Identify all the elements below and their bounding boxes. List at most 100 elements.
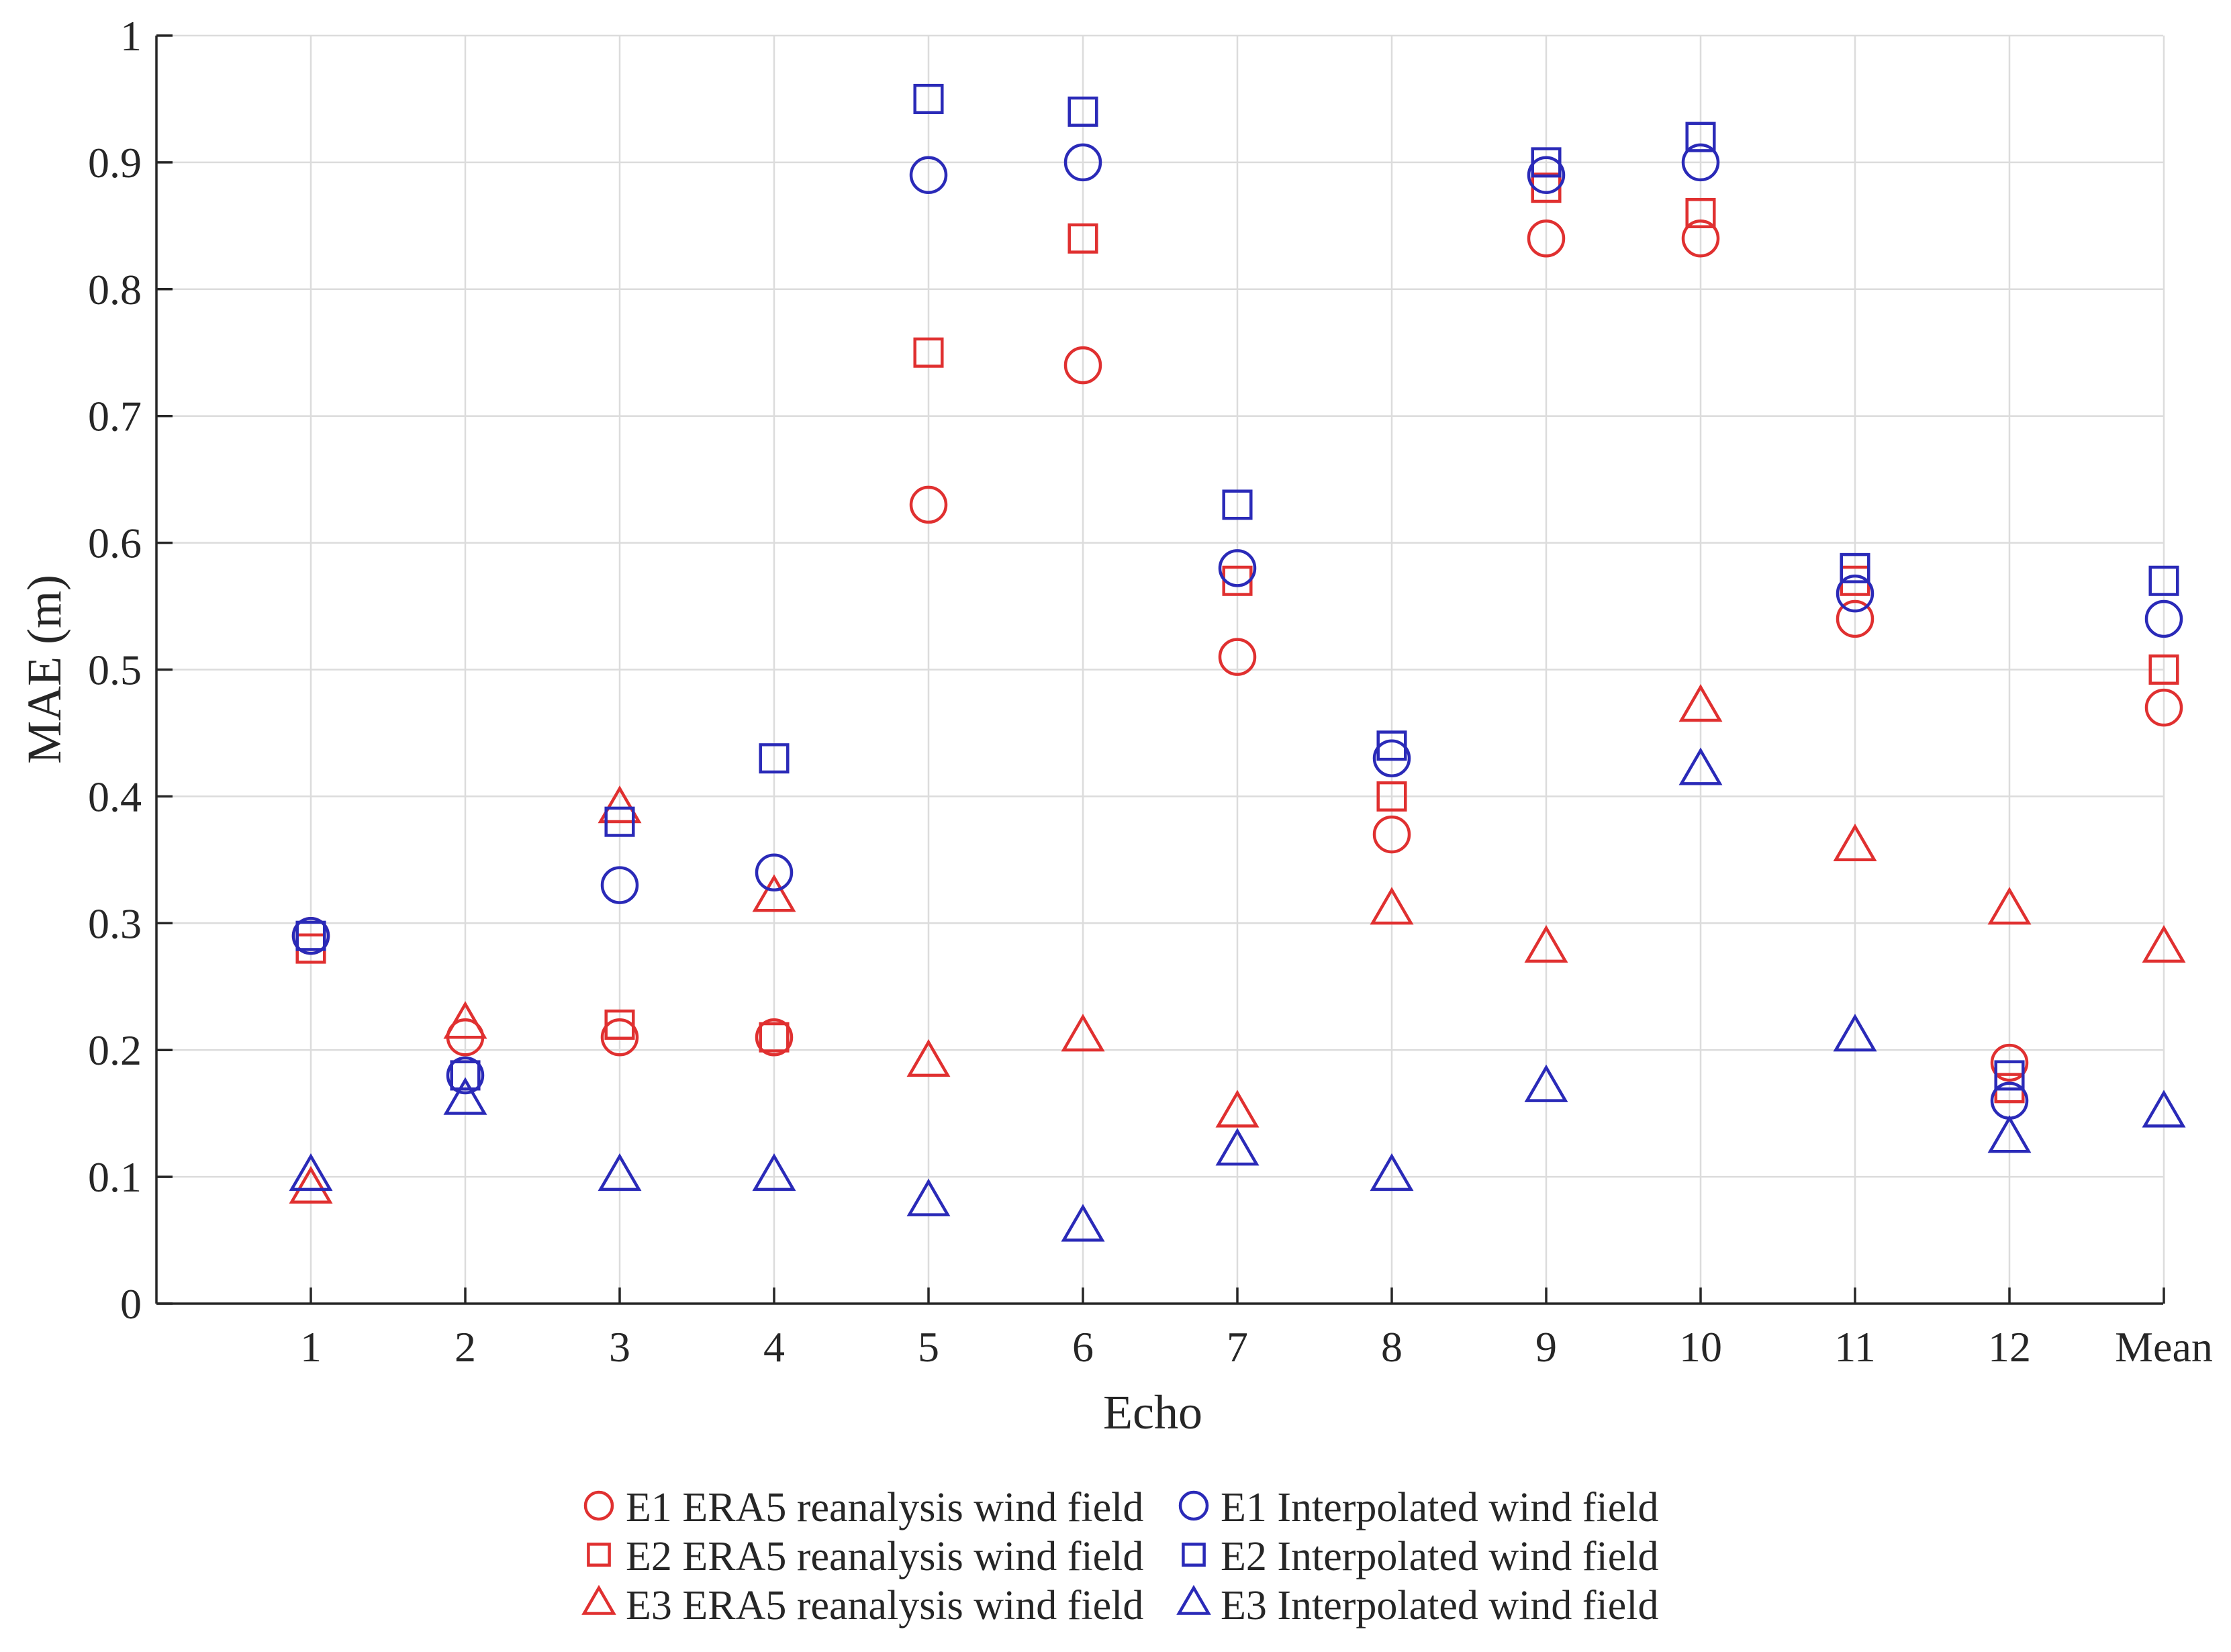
data-point xyxy=(755,853,794,891)
data-point xyxy=(1833,823,1877,861)
x-tick-label: 10 xyxy=(1679,1323,1722,1371)
data-point xyxy=(598,785,642,824)
legend-item: E1 Interpolated wind field xyxy=(1178,1485,1659,1530)
data-point xyxy=(450,1060,481,1091)
data-point xyxy=(909,485,948,524)
x-tick-label: 11 xyxy=(1834,1323,1876,1371)
data-point xyxy=(1527,156,1566,195)
data-point xyxy=(1840,552,1870,583)
legend-item: E1 ERA5 reanalysis wind field xyxy=(583,1485,1143,1530)
ticks: 00.10.20.30.40.50.60.70.80.911 2 3 4 5 6 7 8 9 10… xyxy=(88,12,2213,1371)
data-point xyxy=(1994,1060,2025,1091)
data-point xyxy=(913,337,944,368)
data-point xyxy=(2142,1089,2186,1128)
data-point xyxy=(1685,122,1716,152)
data-point xyxy=(1524,924,1568,963)
data-point xyxy=(1063,143,1102,182)
data-point xyxy=(2144,688,2183,727)
legend-marker xyxy=(583,1490,614,1521)
legend-label: E3 ERA5 reanalysis wind field xyxy=(626,1583,1143,1629)
legend-item: E2 Interpolated wind field xyxy=(1182,1534,1659,1580)
data-point xyxy=(600,866,639,904)
legend-label: E3 Interpolated wind field xyxy=(1221,1583,1659,1629)
data-point xyxy=(1376,781,1407,812)
legend-label: E2 ERA5 reanalysis wind field xyxy=(626,1534,1143,1580)
y-tick-label: 0.8 xyxy=(88,266,142,313)
data-point xyxy=(906,1178,951,1216)
data-point xyxy=(1681,219,1720,258)
x-tick-label: 3 xyxy=(609,1323,630,1371)
data-point xyxy=(443,1077,487,1115)
data-point xyxy=(752,874,796,912)
x-axis-title: Echo xyxy=(1103,1386,1202,1439)
y-tick-label: 0 xyxy=(120,1280,142,1328)
data-point xyxy=(759,1022,790,1053)
series-group xyxy=(289,684,2186,1204)
data-point xyxy=(1370,1153,1414,1192)
data-point xyxy=(1531,147,1562,178)
data-marks xyxy=(289,83,2186,1242)
legend-item: E2 ERA5 reanalysis wind field xyxy=(587,1534,1143,1580)
data-point xyxy=(906,1038,951,1077)
data-point xyxy=(2144,599,2183,638)
data-point xyxy=(1372,739,1411,777)
data-point xyxy=(1215,1128,1260,1166)
x-tick-label: 6 xyxy=(1072,1323,1094,1371)
data-point xyxy=(1370,887,1414,925)
x-tick-label: 2 xyxy=(455,1323,476,1371)
data-point xyxy=(1987,887,2032,925)
legend-label: E2 Interpolated wind field xyxy=(1221,1534,1659,1580)
data-point xyxy=(1987,1115,2032,1153)
data-point xyxy=(1222,489,1253,520)
y-tick-label: 0.2 xyxy=(88,1026,142,1074)
legend-marker xyxy=(581,1584,616,1615)
x-tick-label: 8 xyxy=(1381,1323,1403,1371)
y-tick-label: 0.1 xyxy=(88,1153,142,1201)
legend-marker xyxy=(1182,1543,1206,1567)
y-tick-label: 1 xyxy=(120,12,142,60)
data-point xyxy=(1524,1064,1568,1102)
y-tick-label: 0.7 xyxy=(88,393,142,440)
grid xyxy=(156,34,2165,1304)
data-point xyxy=(755,1018,794,1057)
y-axis-title: MAE (m) xyxy=(17,575,71,764)
data-point xyxy=(1063,346,1102,385)
y-tick-label: 0.5 xyxy=(88,646,142,694)
series-group xyxy=(289,747,2186,1242)
data-point xyxy=(446,1056,485,1095)
data-point xyxy=(1527,219,1566,258)
legend-marker xyxy=(1178,1490,1209,1521)
x-tick-label: Mean xyxy=(2115,1323,2213,1371)
data-point xyxy=(1061,1204,1105,1242)
y-tick-label: 0.3 xyxy=(88,900,142,947)
data-point xyxy=(1218,549,1257,587)
data-point xyxy=(1685,197,1716,228)
data-point xyxy=(2148,565,2179,596)
data-point xyxy=(1376,730,1407,761)
data-point xyxy=(759,743,790,774)
legend-label: E1 Interpolated wind field xyxy=(1221,1485,1659,1530)
data-point xyxy=(1836,599,1874,638)
data-point xyxy=(1681,143,1720,182)
series-group xyxy=(291,219,2183,1082)
data-point xyxy=(295,920,326,951)
data-point xyxy=(289,1153,333,1192)
legend-label: E1 ERA5 reanalysis wind field xyxy=(626,1485,1143,1530)
legend-marker xyxy=(1176,1584,1211,1615)
series-group xyxy=(295,83,2179,1091)
x-tick-label: 4 xyxy=(763,1323,785,1371)
data-point xyxy=(1372,815,1411,854)
data-point xyxy=(1067,96,1098,127)
data-point xyxy=(291,916,330,955)
data-point xyxy=(909,156,948,195)
legend-item: E3 Interpolated wind field xyxy=(1176,1583,1659,1629)
data-point xyxy=(1215,1089,1260,1128)
data-point xyxy=(1061,1014,1105,1052)
data-point xyxy=(1990,1043,2029,1082)
data-point xyxy=(1678,684,1723,722)
x-tick-label: 5 xyxy=(918,1323,939,1371)
data-point xyxy=(752,1153,796,1192)
